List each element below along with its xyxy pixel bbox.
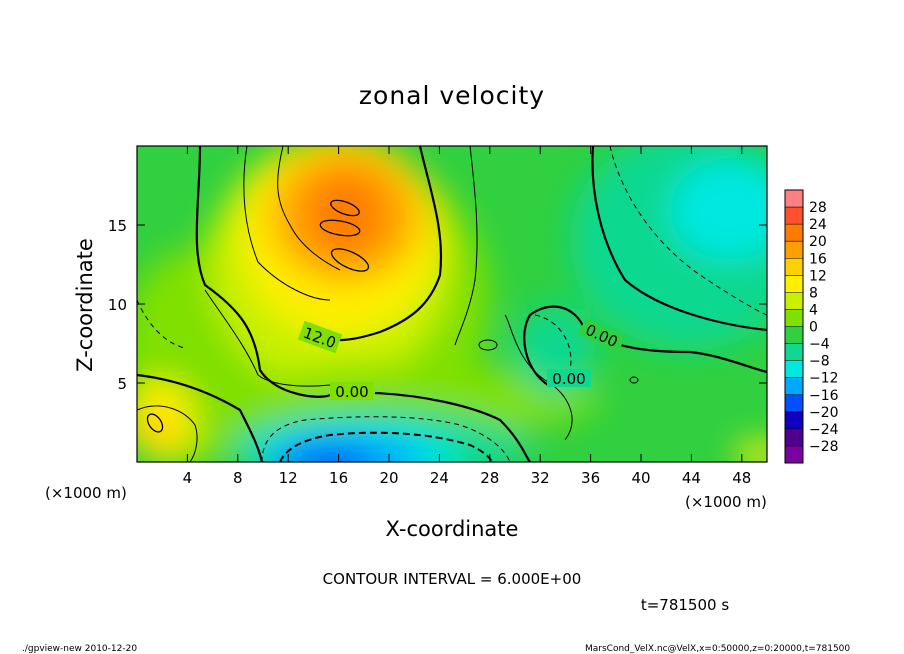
colorbar-label: −28: [809, 439, 839, 455]
colorbar-swatch: [785, 445, 803, 464]
x-tick-label: 12: [279, 469, 298, 487]
colorbar-label: −12: [809, 371, 839, 387]
colorbar-swatch: [785, 190, 803, 208]
colorbar-label: −20: [809, 405, 839, 421]
colorbar-swatch: [785, 394, 803, 413]
colorbar-label: −8: [809, 354, 830, 370]
colorbar-label: −24: [809, 422, 839, 438]
x-axis-label: X-coordinate: [386, 517, 519, 541]
colorbar-label: −4: [809, 337, 830, 353]
x-tick-label: 32: [531, 469, 550, 487]
colorbar-swatch: [785, 241, 803, 259]
colorbar-label: 0: [809, 320, 818, 336]
colorbar-swatch: [785, 224, 803, 242]
y-tick-label: 15: [108, 217, 127, 235]
x-axis: 4 8 12 16 20 24 28 32 36 40 44 48: [183, 146, 751, 487]
contour-label: 0.00: [335, 383, 368, 401]
x-tick-label: 8: [233, 469, 243, 487]
x-tick-label: 4: [183, 469, 193, 487]
colorbar-swatch: [785, 377, 803, 396]
x-tick-label: 28: [480, 469, 499, 487]
colorbar-swatch: [785, 428, 803, 447]
colorbar-label: 16: [809, 251, 827, 267]
colorbar-label: −16: [809, 388, 839, 404]
y-axis: 5 10 15: [108, 217, 767, 393]
x-tick-label: 24: [430, 469, 449, 487]
colorbar-label: 12: [809, 268, 827, 284]
x-tick-label: 48: [732, 469, 751, 487]
x-unit-left: (×1000 m): [45, 484, 127, 502]
y-tick-label: 10: [108, 296, 127, 314]
colorbar-label: 20: [809, 234, 827, 250]
plot-field: 12.0 0.00 0.00 0.00: [137, 146, 767, 462]
contour-lines: [137, 146, 767, 462]
colorbar-swatch: [785, 207, 803, 225]
x-tick-label: 44: [682, 469, 701, 487]
time-label: t=781500 s: [641, 596, 729, 614]
colorbar-label: 8: [809, 285, 818, 301]
colorbar-label: 24: [809, 217, 827, 233]
x-unit-right: (×1000 m): [685, 493, 767, 511]
y-axis-label: Z-coordinate: [73, 238, 97, 372]
colorbar-swatch: [785, 411, 803, 430]
x-tick-label: 40: [631, 469, 650, 487]
contour-label: 0.00: [552, 370, 585, 388]
colorbar-swatch: [785, 309, 803, 327]
x-tick-label: 20: [379, 469, 398, 487]
colorbar-swatch: [785, 275, 803, 293]
y-tick-label: 5: [117, 375, 127, 393]
footer-right: MarsCond_VelX.nc@VelX,x=0:50000,z=0:2000…: [585, 644, 850, 654]
colorbar-label: 28: [809, 200, 827, 216]
colorbar-swatch: [785, 343, 803, 362]
x-tick-label: 36: [581, 469, 600, 487]
chart-title: zonal velocity: [359, 81, 545, 110]
contour-interval: CONTOUR INTERVAL = 6.000E+00: [323, 570, 582, 588]
colorbar-swatch: [785, 326, 803, 345]
colorbar-swatch: [785, 292, 803, 310]
colorbar-swatch: [785, 360, 803, 379]
colorbar-swatch: [785, 258, 803, 276]
footer-left: ./gpview-new 2010-12-20: [22, 644, 137, 654]
x-tick-label: 16: [329, 469, 348, 487]
colorbar-label: 4: [809, 302, 818, 318]
